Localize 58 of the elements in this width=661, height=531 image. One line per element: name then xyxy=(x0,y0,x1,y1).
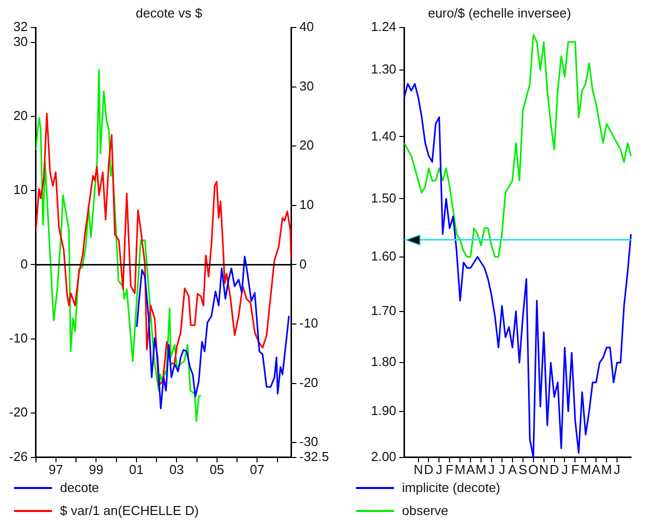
x-tick-label: S xyxy=(518,462,528,477)
x-tick-label: M xyxy=(580,462,592,477)
legend-label: implicite (decote) xyxy=(402,480,500,495)
legend-label: $ var/1 an(ECHELLE D) xyxy=(60,503,199,518)
y-tick-label: 1.70 xyxy=(370,302,396,318)
x-tick-label: F xyxy=(446,462,454,477)
chart-title: decote vs $ xyxy=(136,5,204,20)
y2-tick-label: -32.5 xyxy=(299,448,330,464)
y2-tick-label: 20 xyxy=(299,138,314,153)
y2-tick-label: 40 xyxy=(299,19,314,34)
y2-tick-label: 30 xyxy=(299,78,314,94)
x-tick-label: J xyxy=(561,462,568,477)
x-tick-label: 01 xyxy=(129,462,144,477)
x-tick-label: D xyxy=(424,462,434,477)
y-tick-label: 1.40 xyxy=(370,128,396,144)
y-tick-label: 2.00 xyxy=(370,448,396,464)
chart-title: euro/$ (echelle inversee) xyxy=(428,5,572,20)
legend-label: observe xyxy=(402,503,448,518)
x-tick-label: 03 xyxy=(169,462,184,477)
y-tick-label: 10 xyxy=(13,182,28,198)
x-tick-label: J xyxy=(498,462,506,477)
y-tick-label: 1.24 xyxy=(370,19,396,34)
y-tick-label: 32 xyxy=(13,19,28,34)
x-tick-label: O xyxy=(528,462,538,477)
x-tick-label: 05 xyxy=(210,462,224,477)
x-tick-label: A xyxy=(592,462,601,477)
legend-label: decote xyxy=(60,480,100,495)
x-tick-label: J xyxy=(436,462,442,477)
y2-tick-label: 0 xyxy=(299,256,307,272)
x-tick-label: M xyxy=(454,462,466,477)
y-tick-label: -10 xyxy=(8,330,28,346)
y-tick-label: -20 xyxy=(8,404,28,420)
y2-tick-label: -20 xyxy=(299,374,318,390)
y-tick-label: 1.90 xyxy=(370,402,396,418)
x-tick-label: A xyxy=(466,462,476,477)
x-tick-label: 97 xyxy=(48,462,64,477)
y-tick-label: 30 xyxy=(13,34,28,49)
x-tick-label: M xyxy=(601,462,612,477)
y2-tick-label: 10 xyxy=(299,197,314,212)
x-tick-label: 07 xyxy=(250,462,264,477)
y2-tick-label: -10 xyxy=(299,316,318,331)
x-tick-label: 99 xyxy=(88,462,104,477)
x-tick-label: J xyxy=(614,462,620,477)
x-tick-label: F xyxy=(571,462,580,477)
x-tick-label: N xyxy=(539,462,549,477)
x-tick-label: D xyxy=(550,462,559,477)
x-tick-label: J xyxy=(488,462,495,477)
x-tick-label: M xyxy=(476,462,486,477)
y-tick-label: 1.80 xyxy=(370,354,396,370)
y-tick-label: 1.50 xyxy=(370,190,396,206)
x-tick-label: N xyxy=(414,462,423,477)
y2-tick-label: -30 xyxy=(299,434,318,450)
y-tick-label: 1.30 xyxy=(370,62,396,77)
y-tick-label: 20 xyxy=(13,108,28,124)
y-tick-label: 0 xyxy=(20,256,28,272)
x-tick-label: A xyxy=(508,462,518,477)
y-tick-label: -26 xyxy=(8,448,28,464)
y-tick-label: 1.60 xyxy=(370,248,396,264)
